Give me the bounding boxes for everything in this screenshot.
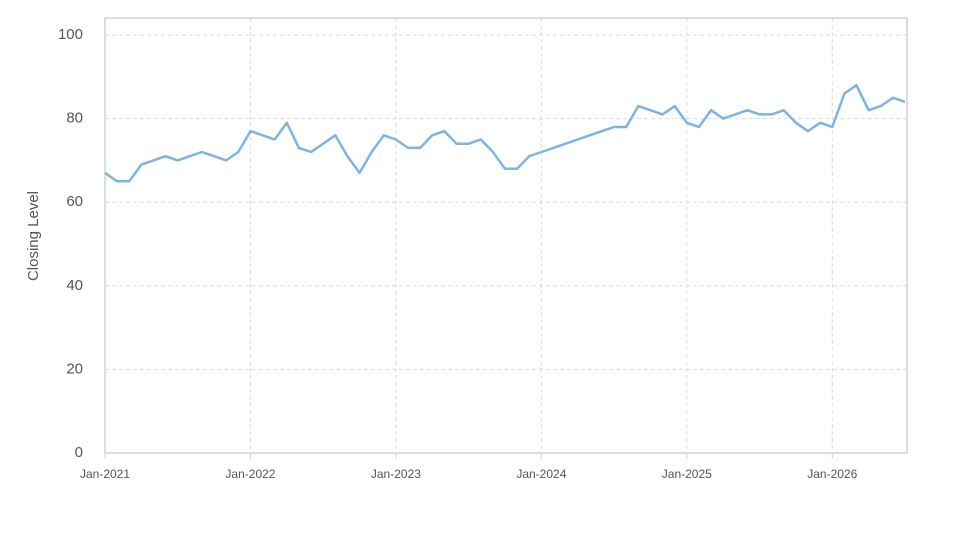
x-tick-label: Jan-2023 [371, 467, 421, 481]
plot-frame [104, 17, 908, 454]
x-tick-label: Jan-2022 [225, 467, 275, 481]
series-line [104, 83, 906, 183]
y-tick-label: 60 [66, 193, 83, 210]
y-tick-label: 80 [66, 110, 83, 127]
x-tick-label: Jan-2021 [80, 467, 130, 481]
x-tick-label: Jan-2024 [516, 467, 566, 481]
x-tick-label: Jan-2026 [807, 467, 857, 481]
x-tick-label: Jan-2025 [662, 467, 712, 481]
y-tick-label: 20 [66, 360, 83, 377]
y-tick-label: 100 [58, 26, 83, 43]
y-axis-label: Closing Level [25, 191, 42, 281]
y-tick-label: 0 [75, 444, 83, 461]
y-tick-label: 40 [66, 277, 83, 294]
